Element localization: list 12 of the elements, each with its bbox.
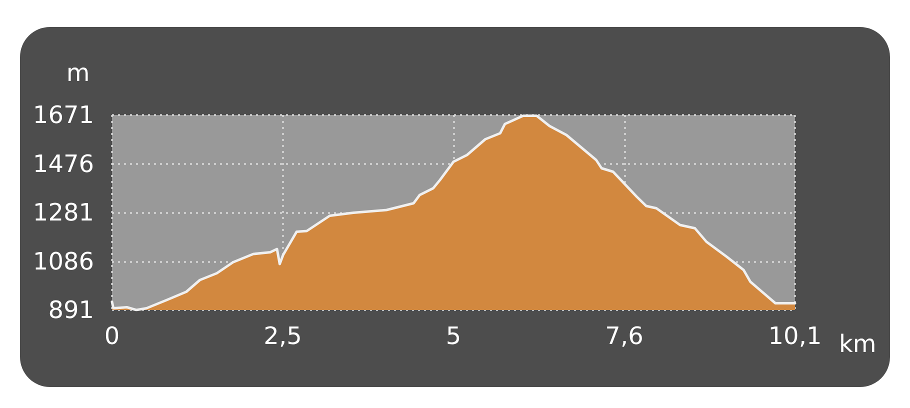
x-tick-label: 7,6 — [605, 322, 644, 350]
y-tick-label: 1086 — [32, 247, 94, 276]
x-tick-label: 0 — [104, 322, 120, 350]
y-tick-label: 1281 — [32, 198, 94, 226]
y-tick-label: 891 — [48, 296, 94, 324]
x-tick-label: 5 — [446, 322, 462, 350]
y-axis-title: m — [66, 59, 90, 87]
x-tick-label: 10,1 — [768, 322, 822, 350]
y-tick-label: 1671 — [32, 101, 94, 129]
x-tick-label: 2,5 — [264, 322, 302, 350]
x-axis-title: km — [839, 330, 876, 358]
y-tick-label: 1476 — [32, 150, 94, 178]
